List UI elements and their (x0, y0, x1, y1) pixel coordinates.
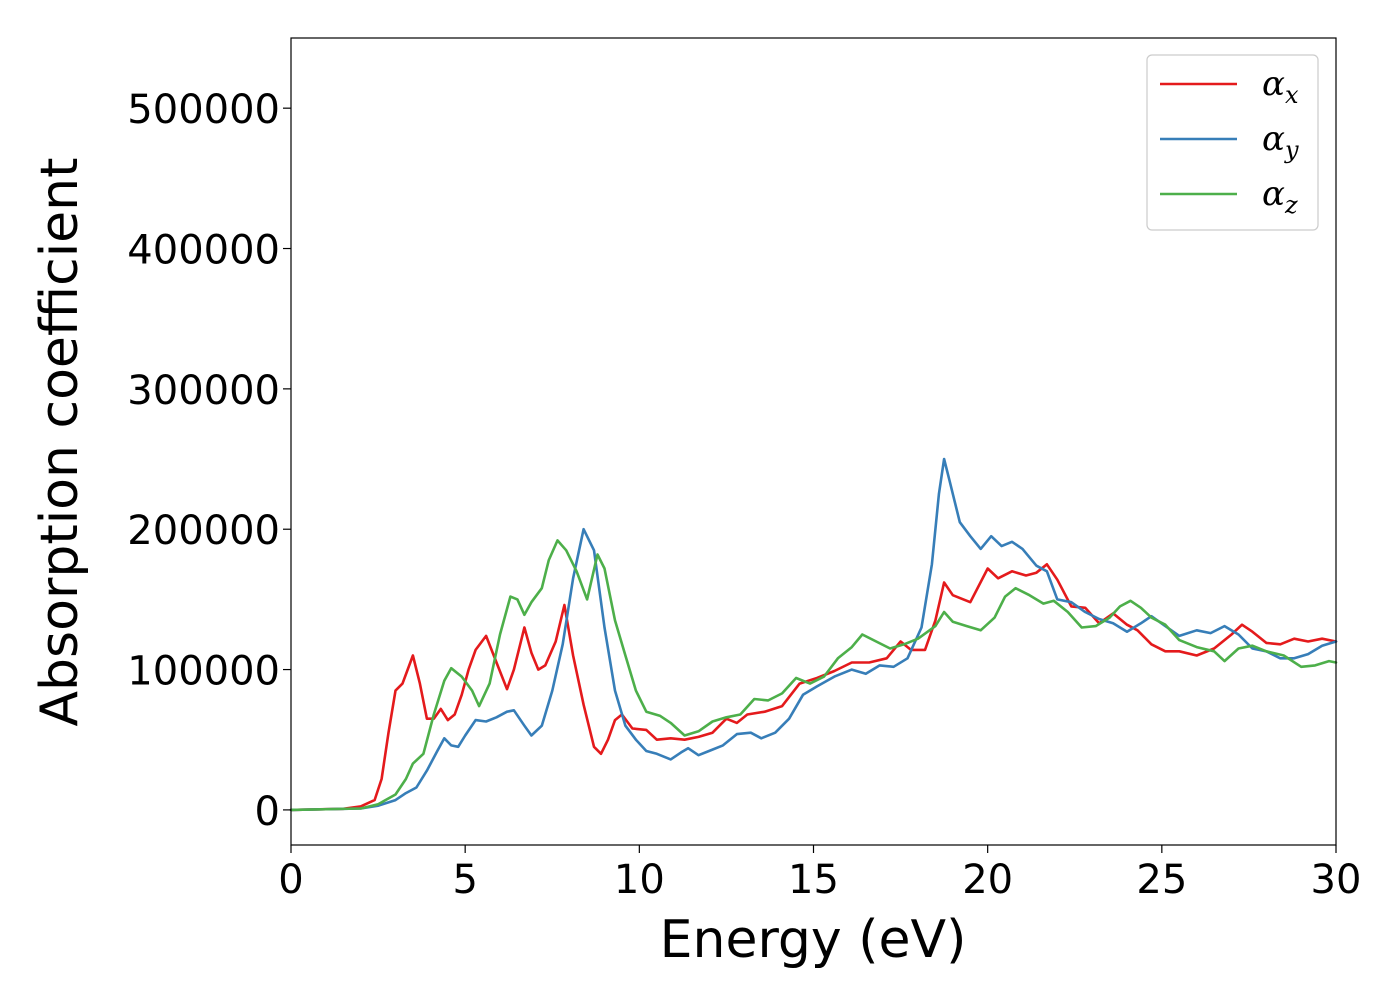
legend-subscript: z (1284, 191, 1298, 219)
legend-symbol: α (1262, 174, 1285, 214)
y-tick-label: 200000 (127, 508, 280, 554)
plot-series (289, 457, 1338, 812)
y-tick-label: 100000 (127, 649, 280, 695)
legend-label-z: αz (1262, 174, 1298, 219)
y-tick-label: 400000 (127, 228, 280, 274)
legend-subscript: y (1284, 136, 1299, 164)
legend-frame (1146, 54, 1319, 231)
legend-label-x: αx (1262, 64, 1299, 109)
x-tick-label: 5 (452, 857, 477, 903)
y-tick-label: 500000 (127, 87, 280, 133)
x-tick-label: 15 (788, 857, 839, 903)
legend-symbol: α (1262, 119, 1285, 159)
x-tick-label: 20 (962, 857, 1013, 903)
series-line-z (289, 539, 1338, 812)
y-tick-label: 0 (255, 789, 280, 835)
x-tick-label: 30 (1311, 857, 1362, 903)
x-tick-label: 25 (1136, 857, 1187, 903)
x-tick-label: 0 (278, 857, 303, 903)
legend-label-y: αy (1262, 119, 1299, 164)
x-axis-title: Energy (eV) (660, 910, 967, 970)
x-tick-label: 10 (614, 857, 665, 903)
x-axis-ticks: 0 5 10 15 20 25 30 (278, 845, 1361, 903)
legend-symbol: α (1262, 64, 1285, 104)
legend-subscript: x (1285, 81, 1299, 109)
y-axis-ticks: 0 100000 200000 300000 400000 500000 (127, 87, 291, 835)
y-tick-label: 300000 (127, 368, 280, 414)
y-axis-title: Absorption coefficient (30, 157, 90, 726)
series-line-y (289, 457, 1338, 812)
